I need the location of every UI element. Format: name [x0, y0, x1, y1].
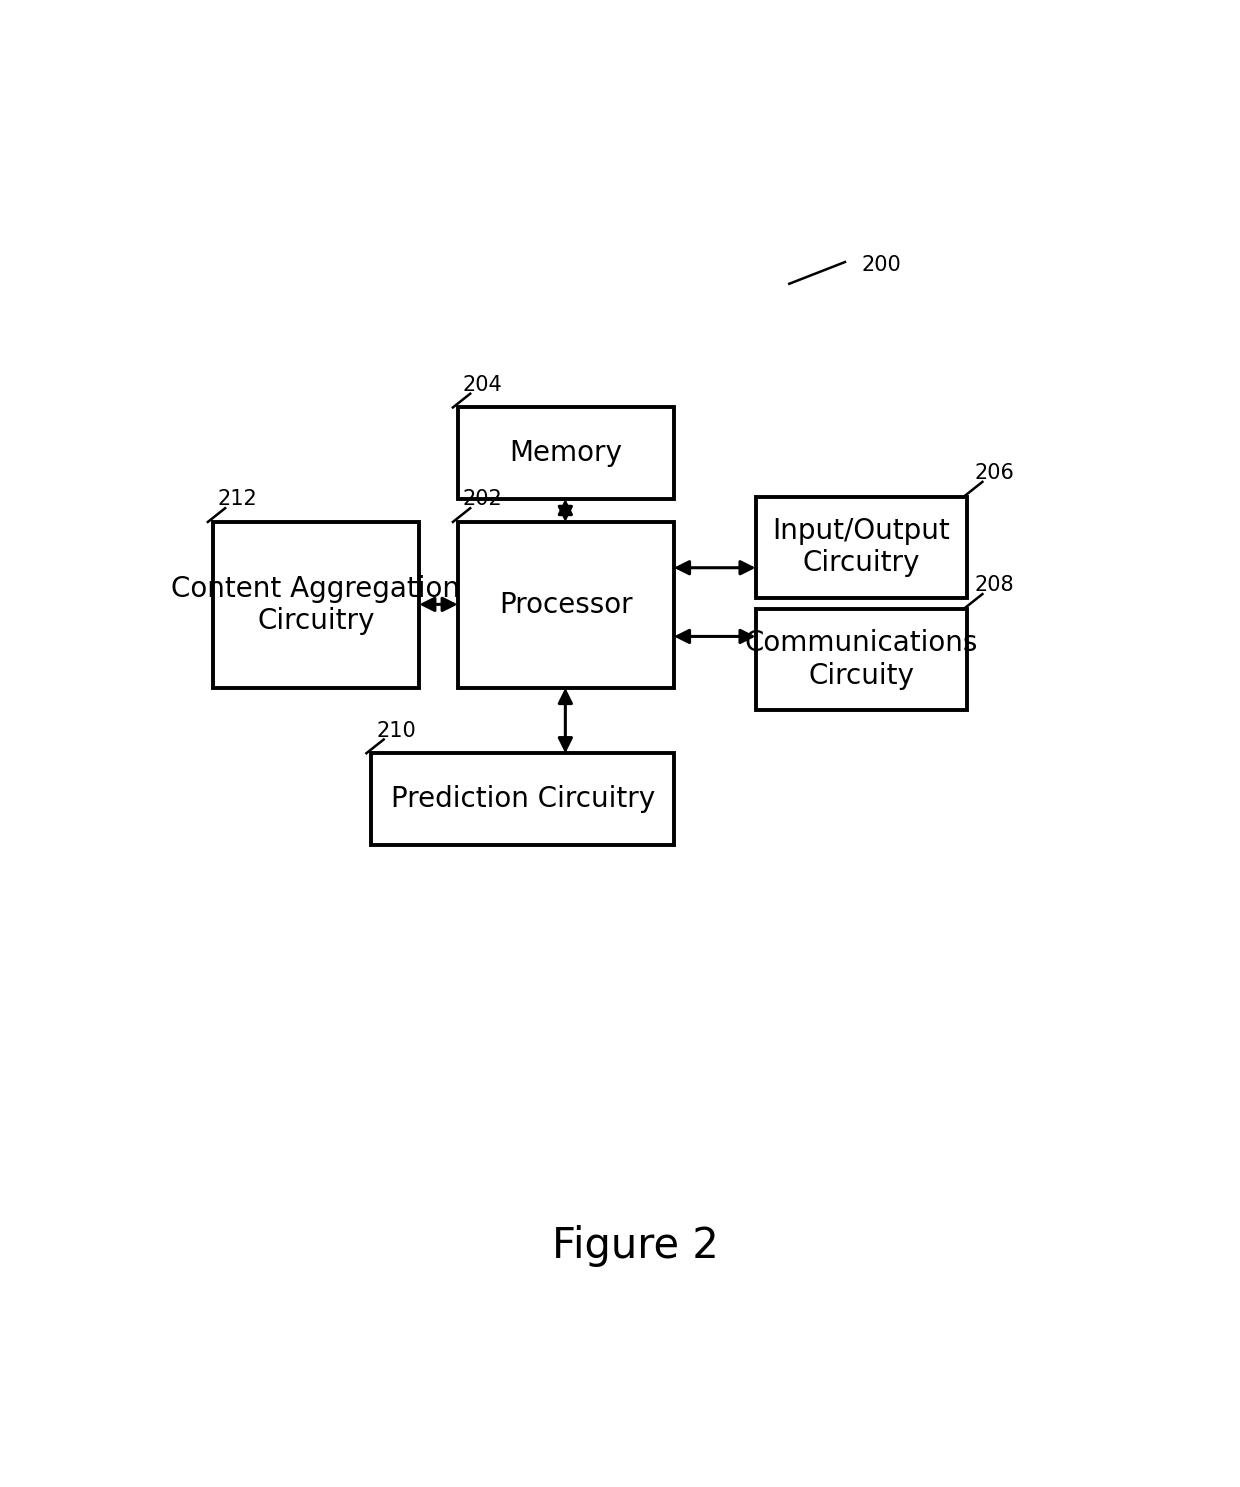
- FancyBboxPatch shape: [458, 522, 675, 688]
- Text: Memory: Memory: [510, 439, 622, 467]
- FancyBboxPatch shape: [458, 407, 675, 500]
- FancyBboxPatch shape: [213, 522, 419, 688]
- Text: Input/Output
Circuitry: Input/Output Circuitry: [773, 517, 950, 577]
- Text: 202: 202: [463, 489, 502, 510]
- Text: Figure 2: Figure 2: [552, 1225, 719, 1267]
- Text: Processor: Processor: [498, 590, 632, 619]
- Text: 208: 208: [975, 575, 1014, 595]
- Text: Prediction Circuitry: Prediction Circuitry: [391, 785, 655, 813]
- Text: 210: 210: [376, 721, 415, 741]
- FancyBboxPatch shape: [371, 754, 675, 845]
- FancyBboxPatch shape: [755, 497, 967, 598]
- Text: 200: 200: [862, 256, 901, 275]
- Text: 212: 212: [217, 489, 257, 510]
- Text: 204: 204: [463, 375, 502, 396]
- Text: Communications
Circuity: Communications Circuity: [745, 629, 978, 690]
- Text: Content Aggregation
Circuitry: Content Aggregation Circuitry: [171, 575, 460, 635]
- Text: 206: 206: [975, 462, 1014, 483]
- FancyBboxPatch shape: [755, 610, 967, 709]
